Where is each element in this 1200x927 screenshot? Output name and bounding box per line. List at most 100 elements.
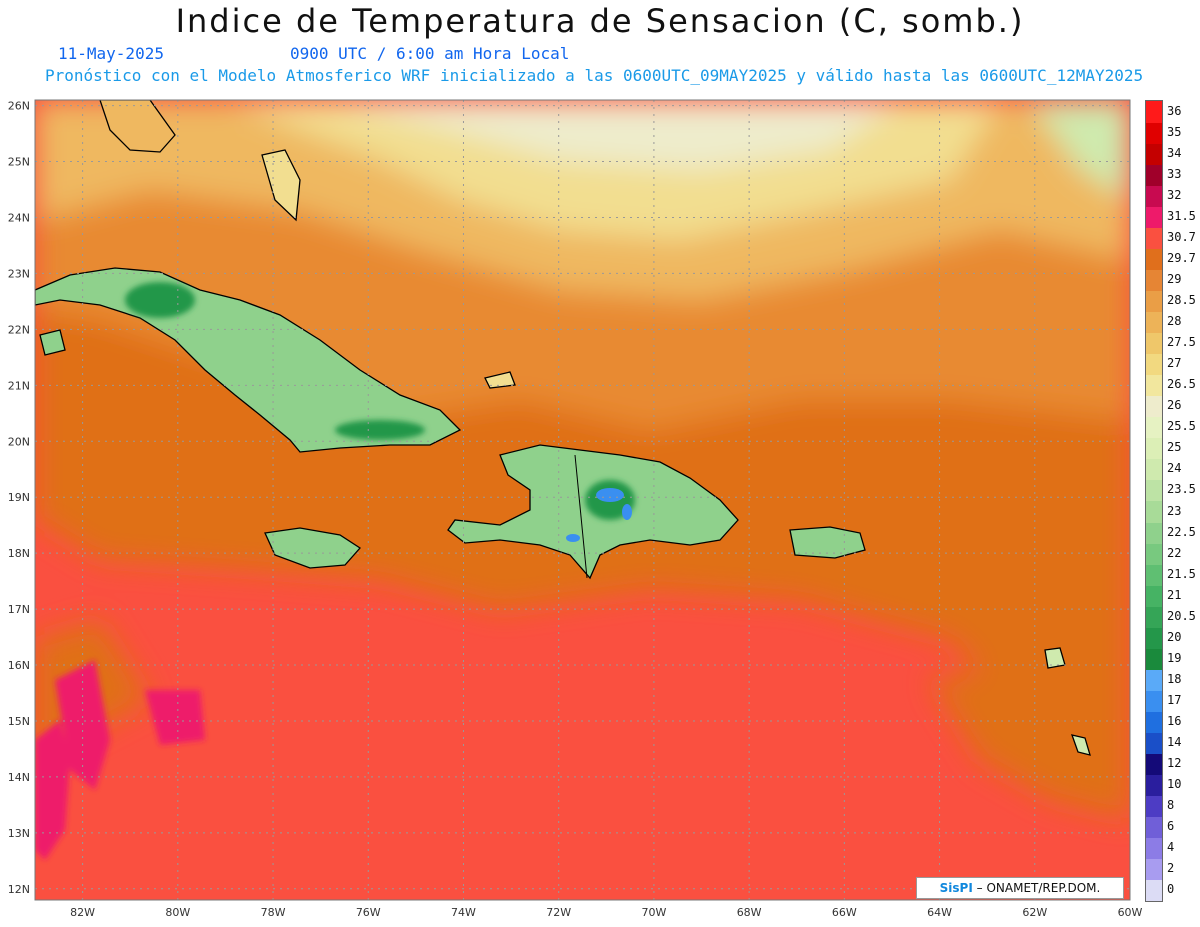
lat-tick-label: 23N xyxy=(8,267,30,280)
colorbar-segment xyxy=(1146,311,1162,334)
colorbar-segment xyxy=(1146,185,1162,207)
haiti-dr-border xyxy=(574,454,588,579)
colorbar-label: 32 xyxy=(1167,187,1182,202)
model-info: Pronóstico con el Modelo Atmosferico WRF… xyxy=(45,66,1144,85)
lon-tick-label: 60W xyxy=(1118,906,1143,919)
colorbar-segment xyxy=(1146,206,1162,228)
band-pale xyxy=(330,100,900,170)
lon-tick-label: 70W xyxy=(641,906,666,919)
colorbar-segment xyxy=(1146,479,1162,502)
lon-tick-label: 68W xyxy=(737,906,762,919)
colorbar-segment xyxy=(1146,248,1162,270)
sispi-logo: SisPI xyxy=(939,881,973,895)
colorbar-label: 16 xyxy=(1167,714,1182,729)
colorbar-segment xyxy=(1146,458,1162,481)
colorbar-segment xyxy=(1146,858,1162,881)
colorbar-label: 24 xyxy=(1167,461,1182,476)
mountain-cold xyxy=(566,488,632,542)
colorbar-segment xyxy=(1146,290,1162,313)
colorbar-label: 6 xyxy=(1167,819,1175,834)
colorbar-segment xyxy=(1146,753,1162,776)
colorbar-label: 31.5 xyxy=(1167,208,1196,223)
lon-tick-label: 64W xyxy=(927,906,952,919)
isle-of-youth xyxy=(39,329,66,356)
colorbar-segment xyxy=(1146,795,1162,818)
map-frame xyxy=(34,99,1131,901)
colorbar-segment xyxy=(1146,374,1162,397)
lat-tick-label: 16N xyxy=(8,659,30,672)
colorbar-segment xyxy=(1146,585,1162,607)
axis-ticks: 82W 80W 78W 76W 74W 72W 70W 68W 66W 64W 62W 60W 12N 1… xyxy=(8,100,1143,919)
chart-title: Indice de Temperatura de Sensacion (C, s… xyxy=(175,2,1025,40)
colorbar xyxy=(1145,100,1163,902)
lat-tick-label: 21N xyxy=(8,379,30,392)
colorbar-segment xyxy=(1146,227,1162,249)
colorbar-label: 36 xyxy=(1167,103,1182,118)
colorbar-segment xyxy=(1146,627,1162,649)
forecast-time: 0900 UTC / 6:00 am Hora Local xyxy=(290,44,570,63)
colorbar-label: 20.5 xyxy=(1167,608,1196,623)
lat-tick-label: 25N xyxy=(8,156,30,169)
colorbar-segment xyxy=(1146,437,1162,460)
colorbar-segment xyxy=(1146,269,1162,291)
colorbar-segment xyxy=(1146,353,1162,376)
lon-tick-label: 72W xyxy=(546,906,571,919)
colorbar-label: 21 xyxy=(1167,587,1182,602)
great-inagua xyxy=(484,371,516,389)
colorbar-segment xyxy=(1146,122,1162,144)
lon-tick-label: 62W xyxy=(1022,906,1047,919)
lat-tick-label: 24N xyxy=(8,211,30,224)
colorbar-segment xyxy=(1146,164,1162,186)
lon-tick-label: 76W xyxy=(356,906,381,919)
colorbar-segment xyxy=(1146,732,1162,755)
lat-tick-label: 19N xyxy=(8,491,30,504)
colorbar-segment xyxy=(1146,690,1162,713)
band-green-ne xyxy=(1030,100,1130,200)
puerto-rico xyxy=(789,526,866,559)
colorbar-label: 2 xyxy=(1167,861,1175,876)
colorbar-segment xyxy=(1146,501,1162,523)
colorbar-label: 4 xyxy=(1167,840,1175,855)
colorbar-label: 35 xyxy=(1167,124,1182,139)
colorbar-label: 10 xyxy=(1167,777,1182,792)
colorbar-label: 22.5 xyxy=(1167,524,1196,539)
credit-box: SisPI – ONAMET/REP.DOM. xyxy=(916,877,1124,899)
colorbar-label: 26 xyxy=(1167,398,1182,413)
lat-tick-label: 12N xyxy=(8,883,30,896)
martinique xyxy=(1070,734,1091,756)
credit-text: ONAMET/REP.DOM. xyxy=(986,881,1101,895)
lon-tick-label: 78W xyxy=(261,906,286,919)
colorbar-segment xyxy=(1146,774,1162,797)
lat-tick-label: 15N xyxy=(8,715,30,728)
colorbar-label: 29.7 xyxy=(1167,250,1196,265)
colorbar-label: 19 xyxy=(1167,650,1182,665)
colorbar-label: 20 xyxy=(1167,629,1182,644)
colorbar-label: 28 xyxy=(1167,314,1182,329)
colorbar-segment xyxy=(1146,101,1162,123)
colorbar-segment xyxy=(1146,879,1162,902)
colorbar-label: 25.5 xyxy=(1167,419,1196,434)
lon-tick-label: 82W xyxy=(70,906,95,919)
colorbar-segment xyxy=(1146,669,1162,691)
colorbar-segment xyxy=(1146,543,1162,565)
lon-tick-label: 66W xyxy=(832,906,857,919)
colorbar-segment xyxy=(1146,711,1162,734)
colorbar-label: 29 xyxy=(1167,271,1182,286)
colorbar-segment xyxy=(1146,606,1162,628)
colorbar-segment xyxy=(1146,143,1162,165)
lat-tick-label: 26N xyxy=(8,100,30,113)
lat-tick-label: 22N xyxy=(8,323,30,336)
colorbar-segment xyxy=(1146,837,1162,860)
lat-lon-grid xyxy=(35,100,1130,900)
lat-tick-label: 13N xyxy=(8,827,30,840)
lat-tick-label: 17N xyxy=(8,603,30,616)
lat-tick-label: 20N xyxy=(8,435,30,448)
colorbar-label: 28.5 xyxy=(1167,293,1196,307)
colorbar-label: 14 xyxy=(1167,735,1182,750)
lat-tick-label: 18N xyxy=(8,547,30,560)
lon-tick-label: 74W xyxy=(451,906,476,919)
florida-tip xyxy=(99,100,176,153)
colorbar-label: 30.7 xyxy=(1167,229,1196,244)
jamaica xyxy=(264,527,361,569)
